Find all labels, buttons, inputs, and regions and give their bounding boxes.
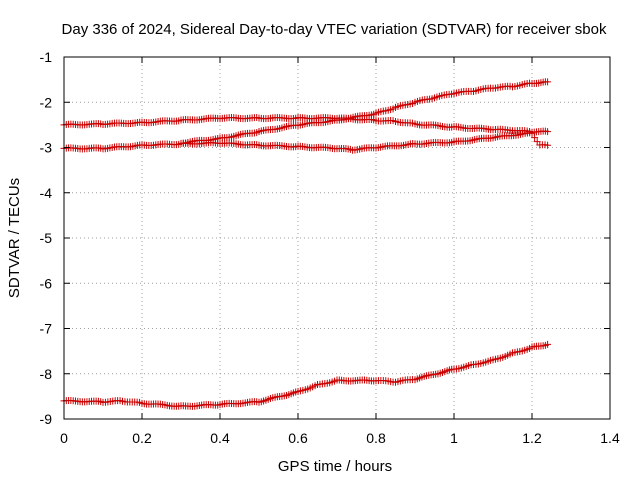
y-axis-ticks: -9 -8 -7 -6 -5 -4 -3 -2 -1	[40, 49, 610, 427]
y-tick-label: -7	[40, 321, 53, 337]
scatter-series-series-3	[177, 78, 552, 147]
data-point	[544, 141, 552, 149]
data-point	[544, 78, 552, 86]
y-tick-label: -5	[40, 230, 53, 246]
scatter-series-series-4	[60, 340, 552, 410]
x-tick-label: 0	[60, 430, 68, 446]
x-tick-label: 1.2	[522, 430, 542, 446]
x-tick-label: 0.2	[132, 430, 152, 446]
data-point	[544, 340, 552, 348]
grid-lines	[64, 57, 610, 419]
y-axis-label: SDTVAR / TECUs	[6, 178, 23, 298]
y-tick-label: -1	[40, 49, 53, 65]
y-tick-label: -3	[40, 140, 53, 156]
x-axis-ticks: 0 0.2 0.4 0.6 0.8 1 1.2 1.4	[60, 57, 620, 446]
y-tick-label: -6	[40, 275, 53, 291]
data-point	[531, 134, 539, 142]
x-tick-label: 0.6	[288, 430, 308, 446]
data-point	[528, 129, 536, 137]
data-series	[60, 78, 552, 410]
y-tick-label: -4	[40, 185, 53, 201]
x-tick-label: 1	[450, 430, 458, 446]
y-tick-label: -2	[40, 94, 53, 110]
x-tick-label: 1.4	[600, 430, 620, 446]
chart-title: Day 336 of 2024, Sidereal Day-to-day VTE…	[62, 21, 607, 38]
data-point	[544, 128, 552, 136]
y-tick-label: -8	[40, 366, 53, 382]
x-tick-label: 0.8	[366, 430, 386, 446]
x-axis-label: GPS time / hours	[278, 458, 392, 475]
y-tick-label: -9	[40, 411, 53, 427]
scatter-series-series-2	[60, 129, 552, 154]
x-tick-label: 0.4	[210, 430, 230, 446]
